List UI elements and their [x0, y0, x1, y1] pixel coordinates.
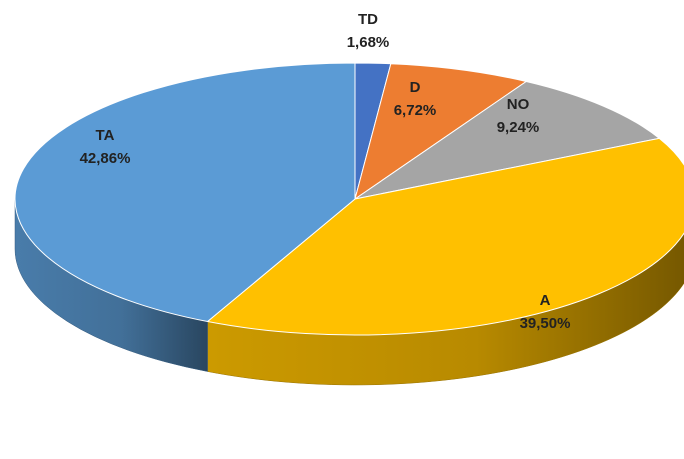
pie-value-td: 1,68%	[347, 34, 390, 51]
pie-slice-no	[354, 81, 660, 200]
pie-label-a: A	[540, 292, 551, 309]
pie-label-ta: TA	[96, 127, 115, 144]
pie-value-d: 6,72%	[394, 102, 437, 119]
pie-slice-ta	[14, 62, 356, 323]
pie-slice-d	[354, 63, 527, 200]
pie-value-a: 39,50%	[520, 315, 571, 332]
pie-labels: TD 1,68% D 6,72% NO 9,24% A 39,50% TA 42,86%	[80, 11, 571, 332]
pie-label-d: D	[410, 79, 421, 96]
pie-label-td: TD	[358, 11, 378, 28]
pie-slice-a	[207, 137, 684, 336]
pie-label-no: NO	[507, 96, 530, 113]
pie-value-ta: 42,86%	[80, 150, 131, 167]
pie-value-no: 9,24%	[497, 119, 540, 136]
pie-top-slices	[14, 62, 684, 336]
